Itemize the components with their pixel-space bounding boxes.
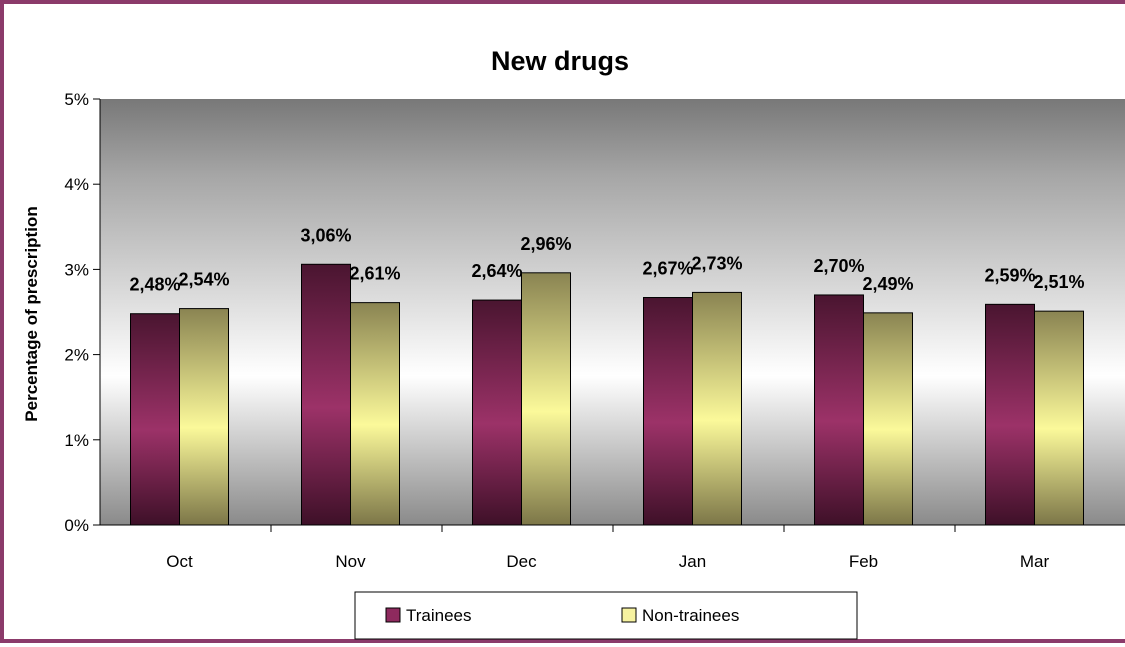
x-tick-label-dec: Dec: [506, 552, 537, 571]
legend-box: [354, 591, 858, 640]
data-label: 2,96%: [520, 234, 571, 254]
data-label: 2,73%: [691, 253, 742, 273]
legend: Trainees Non-trainees: [354, 591, 858, 640]
chart-title: New drugs: [491, 46, 629, 76]
x-tick-label-mar: Mar: [1020, 552, 1050, 571]
y-tick-label: 1%: [64, 431, 89, 450]
bar-trainees-oct: [130, 313, 180, 526]
x-tick-label-feb: Feb: [849, 552, 878, 571]
legend-label-trainees: Trainees: [406, 606, 472, 625]
data-label: 3,06%: [300, 225, 351, 245]
bar-non-trainees-oct: [179, 308, 229, 526]
x-ticks-group: Oct Nov Dec Jan Feb Mar: [166, 525, 1050, 571]
bar-trainees-jan: [643, 297, 693, 526]
plot-area: [100, 99, 1125, 525]
y-tick-label: 3%: [64, 260, 89, 279]
y-axis-label: Percentage of prescription: [22, 206, 41, 421]
data-labels-group: 2,48%2,54% 3,06% 2,61% 2,64% 2,96% 2,67%2,73%…: [129, 225, 1084, 294]
data-label: 2,70%: [813, 256, 864, 276]
bars-group: [130, 263, 1084, 526]
bar-chart: New drugs 2,48%2,54% 3,06% 2,61% 2,64% 2,96%…: [22, 46, 1125, 640]
data-label: 2,54%: [178, 270, 229, 290]
y-tick-label: 5%: [64, 90, 89, 109]
x-tick-label-jan: Jan: [679, 552, 706, 571]
bar-trainees-nov: [301, 263, 351, 526]
legend-swatch-trainees: [385, 607, 401, 623]
data-label: 2,59%: [984, 265, 1035, 285]
legend-swatch-non-trainees: [621, 607, 637, 623]
y-tick-label: 4%: [64, 175, 89, 194]
bar-non-trainees-dec: [521, 272, 571, 526]
x-tick-label-nov: Nov: [335, 552, 366, 571]
data-label: 2,49%: [862, 274, 913, 294]
data-label: 2,67%: [642, 259, 693, 279]
data-label: 2,51%: [1033, 272, 1084, 292]
data-label: 2,64%: [471, 261, 522, 281]
bar-trainees-mar: [985, 303, 1035, 526]
bar-non-trainees-nov: [350, 302, 400, 526]
x-tick-label-oct: Oct: [166, 552, 193, 571]
data-label: 2,61%: [349, 264, 400, 284]
bar-non-trainees-mar: [1034, 310, 1084, 526]
bar-non-trainees-jan: [692, 291, 742, 526]
data-label: 2,48%: [129, 275, 180, 295]
y-tick-label: 2%: [64, 346, 89, 365]
legend-label-non-trainees: Non-trainees: [642, 606, 739, 625]
bar-non-trainees-feb: [863, 312, 913, 526]
y-tick-label: 0%: [64, 516, 89, 535]
bar-trainees-dec: [472, 299, 522, 526]
y-ticks-group: 0% 1% 2% 3% 4% 5%: [64, 90, 100, 535]
bar-trainees-feb: [814, 294, 864, 526]
